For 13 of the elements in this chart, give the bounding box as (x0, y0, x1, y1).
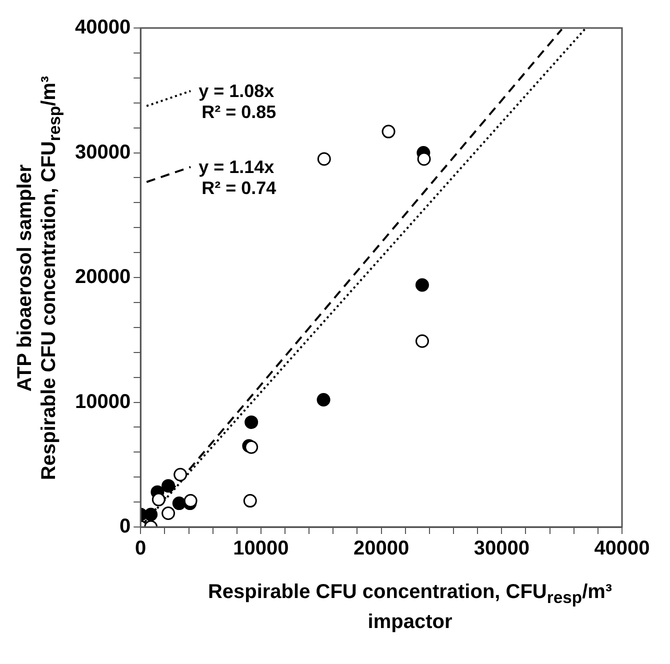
x-tick-label: 20000 (353, 538, 410, 560)
y-tick-label: 40000 (74, 16, 131, 39)
y-tick-label: 20000 (74, 266, 131, 288)
x-tick-label: 0 (135, 538, 146, 560)
x-tick-label: 10000 (233, 538, 289, 560)
x-tick-label: 30000 (474, 538, 530, 560)
annotation: y = 1.14x R² = 0.74 (198, 156, 276, 198)
y-tick-label: 30000 (74, 141, 131, 164)
y-tick-label: 10000 (74, 390, 131, 413)
annotation: y = 1.08x R² = 0.85 (198, 80, 276, 122)
x-tick-label: 40000 (594, 538, 650, 560)
text: Respirable CFU concentration, CFU$_{resp}$/m³ impactor (208, 581, 612, 633)
y-tick-label: 0 (119, 516, 131, 538)
